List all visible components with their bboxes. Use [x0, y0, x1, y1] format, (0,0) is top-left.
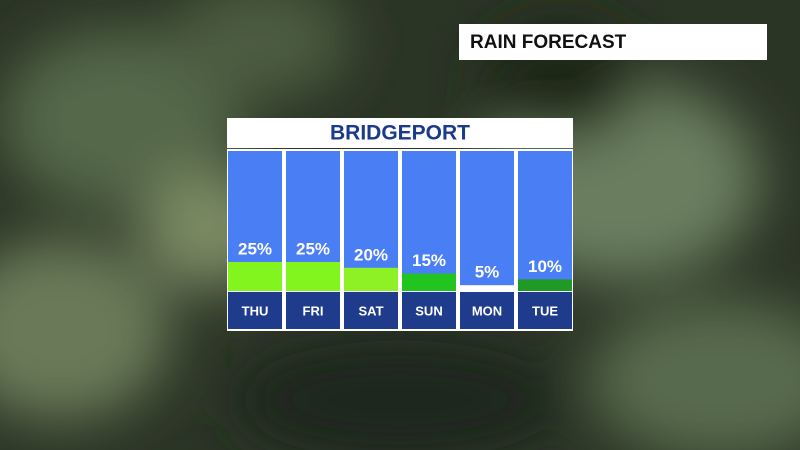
- category-box: [518, 292, 572, 329]
- category-box: [402, 292, 456, 329]
- x-tick-label: TUE: [532, 303, 558, 318]
- bar: [228, 262, 282, 291]
- category-box: [286, 292, 340, 329]
- x-tick-label: SUN: [415, 303, 442, 318]
- value-label: 15%: [412, 251, 446, 270]
- x-tick-label: THU: [242, 303, 269, 318]
- value-label: 5%: [475, 263, 500, 282]
- category-box: [228, 292, 282, 329]
- bar: [286, 262, 340, 291]
- bar: [402, 273, 456, 291]
- chart-subtitle: BRIDGEPORT: [330, 122, 470, 145]
- x-tick-label: SAT: [358, 303, 383, 318]
- bar: [344, 267, 398, 291]
- value-label: 25%: [238, 239, 272, 258]
- panel-frame: [227, 149, 573, 331]
- column: [402, 151, 456, 291]
- chart-title: RAIN FORECAST: [470, 32, 627, 53]
- value-label: 10%: [528, 257, 562, 276]
- value-label: 25%: [296, 239, 330, 258]
- column: [460, 151, 514, 291]
- column: [518, 151, 572, 291]
- bar: [460, 285, 514, 291]
- value-label: 20%: [354, 245, 388, 264]
- x-tick-label: MON: [472, 303, 502, 318]
- column: [344, 151, 398, 291]
- category-box: [344, 292, 398, 329]
- header-box: [459, 24, 767, 60]
- subtitle-box: [227, 118, 573, 148]
- x-tick-label: FRI: [303, 303, 324, 318]
- category-box: [460, 292, 514, 329]
- bar: [518, 279, 572, 291]
